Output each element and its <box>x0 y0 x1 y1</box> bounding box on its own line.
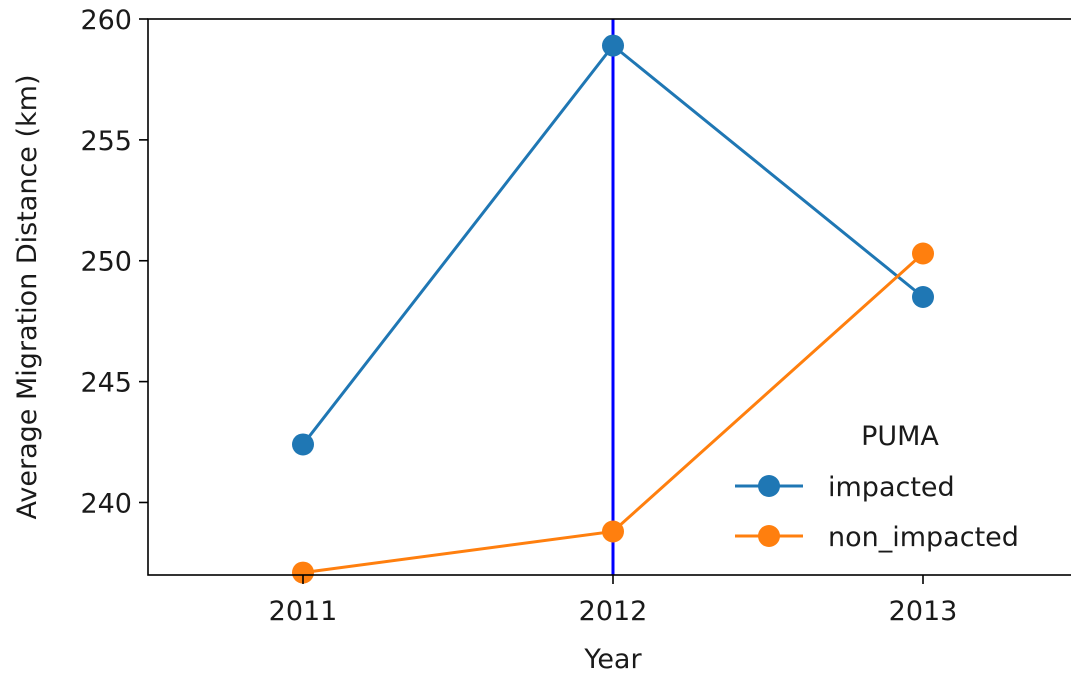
x-tick-label: 2012 <box>579 596 648 627</box>
legend-title: PUMA <box>861 421 939 452</box>
x-tick-label: 2011 <box>269 596 338 627</box>
data-point-non_impacted-2012 <box>602 520 624 543</box>
y-tick-label: 250 <box>80 247 132 278</box>
data-point-impacted-2012 <box>602 34 624 57</box>
x-axis-label: Year <box>583 644 642 675</box>
plot-area <box>292 19 934 584</box>
y-axis-label: Average Migration Distance (km) <box>12 75 43 520</box>
axis-ticks: 2011 2012 2013 240 245 250 255 260 <box>80 5 957 627</box>
data-point-impacted-2011 <box>292 433 314 456</box>
legend-label-non_impacted: non_impacted <box>828 522 1019 553</box>
data-point-impacted-2013 <box>912 286 934 308</box>
data-point-non_impacted-2013 <box>912 242 934 265</box>
legend-marker-impacted <box>758 475 780 497</box>
y-tick-label: 240 <box>80 488 132 519</box>
y-tick-label: 260 <box>80 5 132 36</box>
data-point-non_impacted-2011 <box>292 561 314 584</box>
y-tick-label: 255 <box>80 126 132 157</box>
legend-label-impacted: impacted <box>828 472 955 503</box>
x-tick-label: 2013 <box>889 596 958 627</box>
legend-marker-non_impacted <box>758 525 780 547</box>
y-tick-label: 245 <box>80 368 132 399</box>
legend: PUMA impacted non_impacted <box>735 421 1019 553</box>
